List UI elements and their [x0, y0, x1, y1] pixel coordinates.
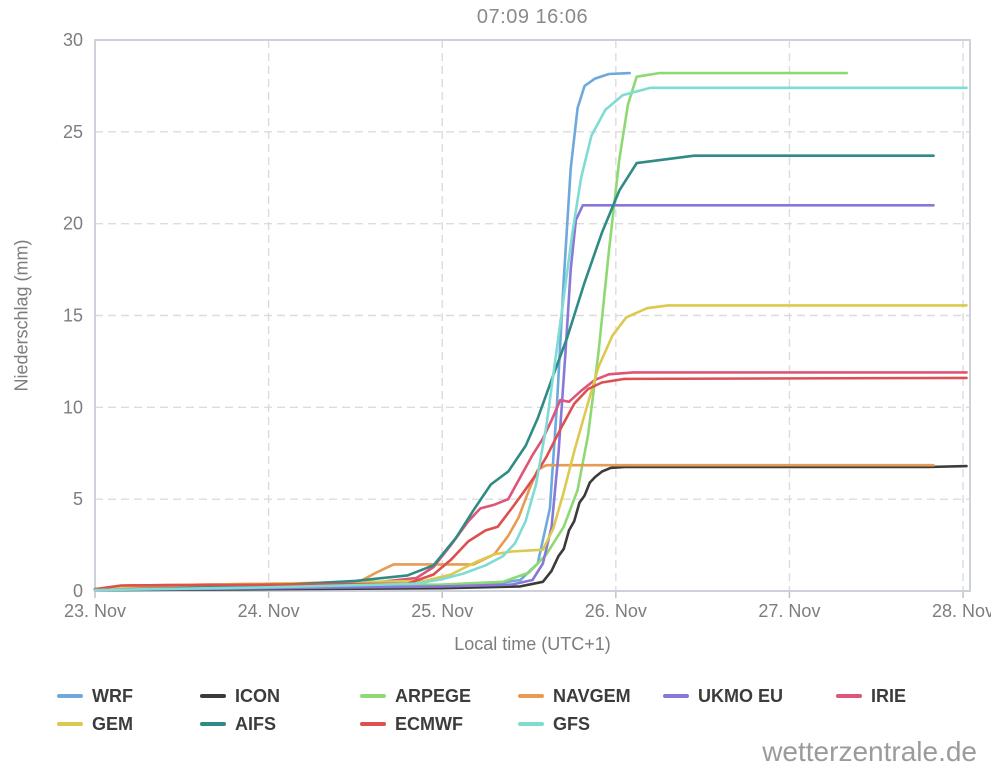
legend-item-gem: GEM — [57, 712, 200, 736]
legend-label: IRIE — [871, 685, 907, 706]
series-line-icon — [93, 464, 968, 592]
legend-label: UKMO EU — [698, 685, 783, 706]
legend-item-ecmwf: ECMWF — [360, 712, 518, 736]
y-tick-label: 25 — [63, 122, 83, 142]
series-line-aifs — [93, 154, 935, 592]
chart-legend: WRF ICON ARPEGE NAVGEM UKMO EU IRIE GEM AIFS ECM… — [57, 684, 991, 736]
legend-swatch-icon — [663, 694, 689, 698]
y-tick-label: 30 — [63, 30, 83, 50]
watermark: wetterzentrale.de — [762, 736, 977, 767]
x-tick-label: 28. Nov — [932, 601, 991, 621]
y-tick-label: 20 — [63, 214, 83, 234]
legend-swatch-icon — [360, 694, 386, 698]
legend-label: AIFS — [235, 713, 277, 734]
legend-item-navgem: NAVGEM — [518, 684, 663, 708]
x-tick-label: 26. Nov — [585, 601, 647, 621]
legend-swatch-icon — [200, 722, 226, 726]
series-line-navgem — [93, 463, 935, 591]
y-tick-label: 5 — [73, 489, 83, 509]
x-tick-label: 24. Nov — [238, 601, 300, 621]
series-line-wrf — [93, 71, 632, 591]
legend-item-wrf: WRF — [57, 684, 200, 708]
x-tick-label: 27. Nov — [758, 601, 820, 621]
legend-swatch-icon — [518, 694, 544, 698]
legend-swatch-icon — [518, 722, 544, 726]
legend-label: GFS — [553, 713, 591, 734]
legend-label: NAVGEM — [553, 685, 631, 706]
legend-swatch-icon — [57, 694, 83, 698]
y-tick-label: 0 — [73, 581, 83, 601]
legend-item-arpege: ARPEGE — [360, 684, 518, 708]
legend-swatch-icon — [57, 722, 83, 726]
plot-border — [94, 39, 971, 592]
legend-item-gfs: GFS — [518, 712, 663, 736]
legend-label: GEM — [92, 713, 134, 734]
y-tick-label: 15 — [63, 306, 83, 326]
legend-swatch-icon — [200, 694, 226, 698]
series-line-ecmwf — [93, 376, 968, 591]
legend-label: WRF — [92, 685, 133, 706]
x-tick-label: 23. Nov — [64, 601, 126, 621]
legend-item-icon: ICON — [200, 684, 360, 708]
legend-swatch-icon — [360, 722, 386, 726]
y-tick-label: 10 — [63, 397, 83, 417]
legend-label: ECMWF — [395, 713, 463, 734]
legend-label: ICON — [235, 685, 280, 706]
series-line-ukmo-eu — [93, 204, 935, 592]
legend-swatch-icon — [836, 694, 862, 698]
series-line-gem — [93, 304, 968, 591]
legend-item-ukmo-eu: UKMO EU — [663, 684, 836, 708]
series-line-gfs — [93, 86, 968, 592]
legend-item-irie: IRIE — [836, 684, 991, 708]
legend-label: ARPEGE — [395, 685, 472, 706]
x-axis-label: Local time (UTC+1) — [454, 634, 611, 654]
chart-plot-area: 23. Nov 24. Nov 25. Nov 26. Nov 27. Nov 28. N… — [63, 30, 991, 621]
series-line-arpege — [93, 71, 849, 591]
chart-title: 07:09 16:06 — [476, 6, 589, 28]
x-tick-label: 25. Nov — [411, 601, 473, 621]
legend-item-aifs: AIFS — [200, 712, 360, 736]
